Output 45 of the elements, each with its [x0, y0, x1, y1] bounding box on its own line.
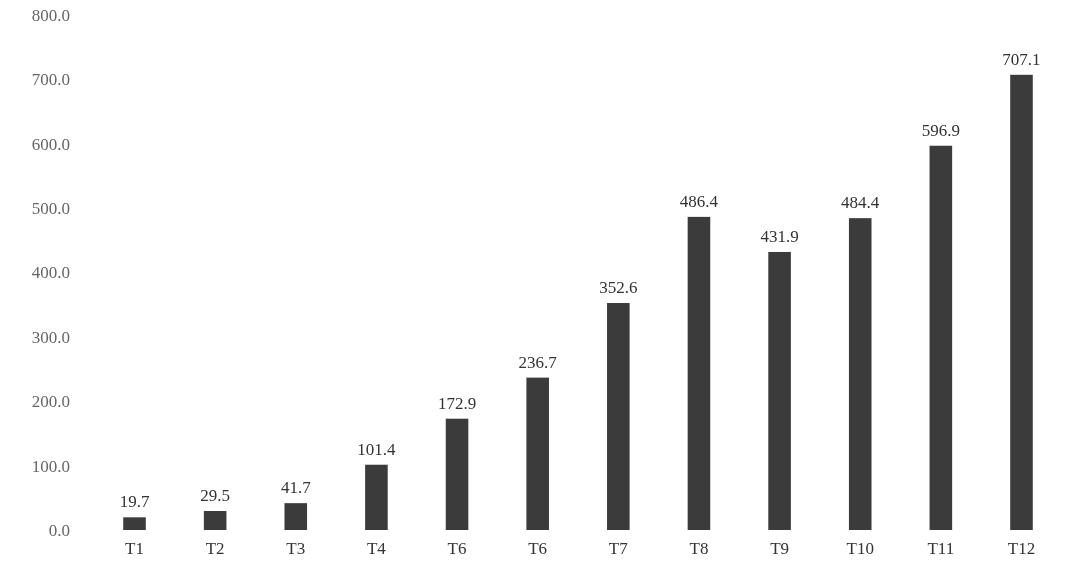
x-tick-label: T10: [846, 539, 874, 558]
data-label: 484.4: [841, 193, 880, 213]
x-tick-label: T6: [528, 539, 548, 558]
y-tick-label: 100.0: [31, 456, 70, 476]
data-label: 29.5: [200, 486, 231, 506]
x-tick-label: T8: [689, 539, 709, 558]
y-tick-label: 500.0: [31, 199, 70, 219]
x-tick-label: T3: [286, 539, 306, 558]
x-tick-label: T12: [1007, 539, 1036, 558]
bar: [768, 251, 791, 530]
bar: [526, 377, 549, 530]
y-tick-label: 300.0: [31, 327, 70, 347]
data-label: 486.4: [679, 191, 719, 211]
data-label: 19.7: [119, 492, 150, 512]
data-label: 101.4: [357, 439, 397, 459]
bar: [284, 503, 308, 530]
y-tick-label: 700.0: [31, 70, 70, 90]
bar: [445, 418, 469, 530]
x-tick-label: T4: [366, 539, 387, 558]
data-label: 431.9: [760, 226, 799, 246]
bar: [203, 511, 227, 530]
data-label: 596.9: [921, 120, 960, 140]
x-tick-label: T11: [927, 539, 955, 558]
bar: [1010, 74, 1033, 530]
bar: [687, 216, 711, 530]
bar: [929, 145, 953, 530]
y-tick-label: 600.0: [31, 134, 70, 154]
bar: [365, 464, 388, 530]
bar: [848, 218, 872, 530]
data-label: 172.9: [437, 393, 477, 413]
y-tick-label: 200.0: [31, 392, 70, 412]
x-tick-label: T1: [125, 539, 144, 558]
x-tick-label: T7: [608, 539, 629, 558]
y-tick-label: 800.0: [31, 5, 70, 25]
x-tick-label: T2: [205, 539, 225, 558]
data-label: 707.1: [1002, 49, 1041, 69]
x-tick-label: T9: [770, 539, 790, 558]
y-tick-label: 0.0: [48, 520, 70, 540]
x-tick-label: T6: [447, 539, 467, 558]
y-tick-label: 400.0: [31, 263, 70, 283]
data-label: 41.7: [280, 478, 312, 498]
bar: [123, 517, 146, 530]
data-label: 352.6: [599, 278, 638, 298]
bar: [607, 303, 630, 530]
data-label: 236.7: [518, 352, 558, 372]
